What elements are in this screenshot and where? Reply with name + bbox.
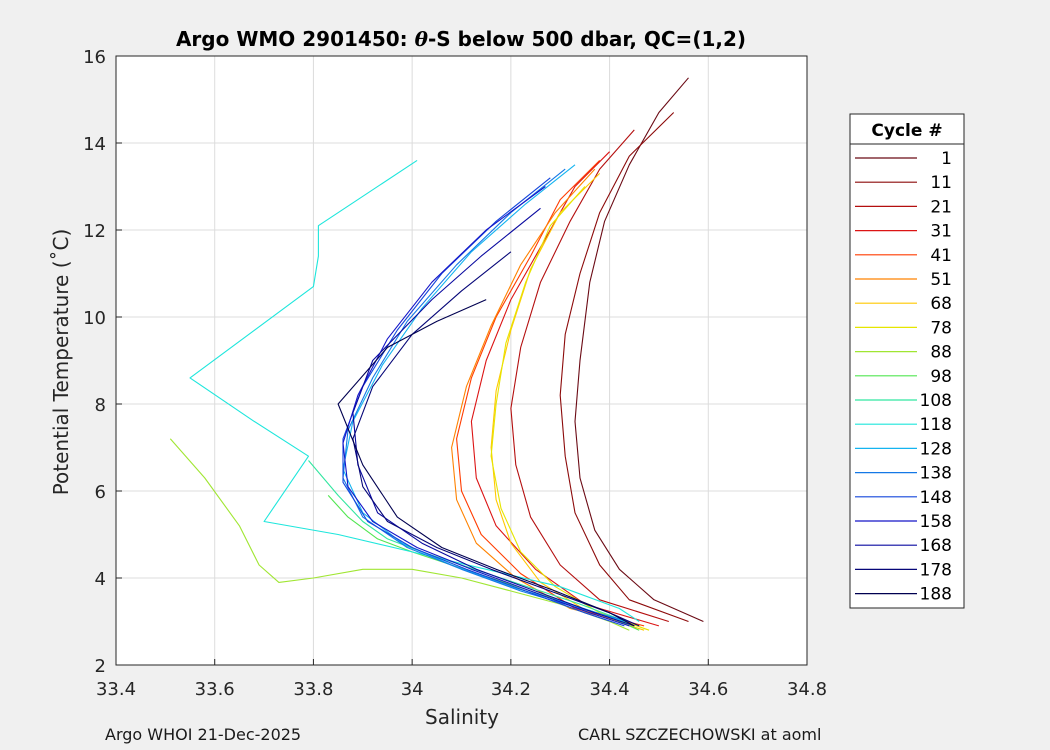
x-tick-label: 34 (401, 679, 424, 700)
x-tick-label: 34.6 (688, 679, 728, 700)
series-line-cycle-78 (490, 186, 650, 631)
legend-label: 41 (930, 246, 952, 266)
plot-area (116, 56, 807, 665)
y-tick-label: 8 (95, 395, 106, 416)
series-lines (169, 77, 704, 631)
legend-label: 31 (930, 222, 952, 242)
series-line-cycle-118 (189, 159, 640, 622)
legend-label: 158 (920, 512, 952, 532)
series-line-cycle-1 (574, 77, 704, 623)
series-line-cycle-148 (342, 177, 625, 627)
y-tick-label: 14 (83, 134, 106, 155)
legend-items: 1112131415168788898108118128138148158168… (855, 149, 952, 605)
series-line-cycle-21 (510, 129, 669, 623)
legend: Cycle # 11121314151687888981081181281381… (849, 113, 965, 609)
y-tick-labels: 2 4 6 8 10 12 14 16 (83, 47, 106, 677)
y-tick-label: 16 (83, 47, 106, 68)
series-line-cycle-11 (559, 112, 689, 623)
x-axis-label: Salinity (425, 705, 499, 729)
x-tick-label: 33.8 (293, 679, 333, 700)
series-line-cycle-168 (352, 207, 635, 627)
series-line-cycle-68 (490, 173, 645, 631)
legend-label: 188 (920, 585, 952, 605)
x-tick-labels: 33.4 33.6 33.8 34 34.2 34.4 34.6 34.8 (96, 679, 827, 700)
series-line-cycle-188 (337, 299, 635, 627)
legend-label: 1 (941, 149, 952, 169)
legend-label: 78 (930, 318, 952, 338)
y-tick-label: 12 (83, 221, 106, 242)
series-line-cycle-178 (352, 251, 640, 627)
legend-label: 138 (920, 464, 952, 484)
legend-label: 21 (930, 197, 952, 217)
x-tick-label: 34.4 (590, 679, 630, 700)
legend-label: 98 (930, 367, 952, 387)
chart-title: Argo WMO 2901450: θ-S below 500 dbar, QC… (176, 27, 746, 51)
legend-title: Cycle # (871, 121, 942, 141)
series-line-cycle-158 (342, 186, 630, 627)
legend-box (849, 113, 965, 609)
legend-label: 88 (930, 343, 952, 363)
y-axis-label: Potential Temperature (˚C) (49, 229, 73, 496)
footer-right: CARL SZCZECHOWSKI at aoml (578, 725, 822, 744)
y-tick-label: 4 (95, 569, 106, 590)
legend-label: 168 (920, 536, 952, 556)
plot-border (115, 55, 808, 666)
y-tick-label: 2 (95, 656, 106, 677)
legend-label: 118 (920, 415, 952, 435)
footer-left: Argo WHOI 21-Dec-2025 (105, 725, 302, 744)
legend-label: 51 (930, 270, 952, 290)
legend-label: 178 (920, 560, 952, 580)
x-tick-label: 33.4 (96, 679, 136, 700)
legend-label: 128 (920, 439, 952, 459)
series-line-cycle-51 (451, 168, 640, 627)
y-tick-label: 6 (95, 482, 106, 503)
legend-label: 148 (920, 488, 952, 508)
x-tick-label: 34.8 (787, 679, 827, 700)
legend-label: 108 (920, 391, 952, 411)
y-tick-label: 10 (83, 308, 106, 329)
x-tick-label: 34.2 (491, 679, 531, 700)
legend-label: 11 (930, 173, 952, 193)
x-tick-label: 33.6 (195, 679, 235, 700)
legend-label: 68 (930, 294, 952, 314)
